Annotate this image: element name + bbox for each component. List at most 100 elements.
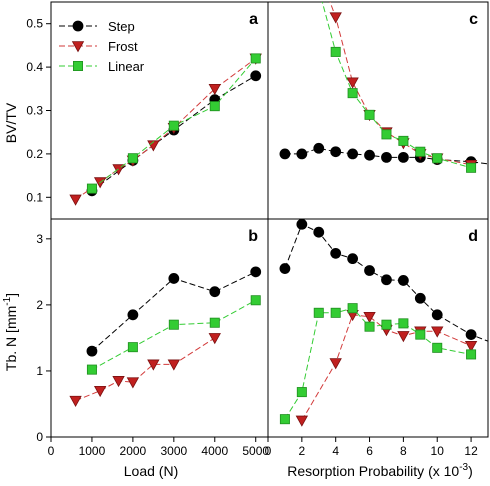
data-point-linear: [466, 162, 477, 173]
data-point-step: [364, 149, 375, 161]
legend-marker-frost: [71, 41, 85, 53]
data-point-frost: [363, 311, 376, 324]
panel-letter-d: d: [468, 228, 478, 245]
data-point-linear: [330, 307, 341, 318]
data-point-linear: [347, 303, 358, 314]
data-point-frost: [329, 358, 342, 370]
data-point-step: [414, 292, 426, 304]
series-line-linear: [91, 299, 256, 371]
data-point-step: [250, 70, 262, 82]
panel-d: 0 2 4 6 8 10 12 d: [265, 218, 489, 458]
data-point-linear: [398, 135, 409, 146]
data-point-frost: [167, 359, 181, 371]
data-point-step: [347, 253, 359, 265]
data-point-frost: [126, 377, 140, 389]
data-point-frost: [464, 341, 478, 353]
series-frost-a: [69, 53, 262, 206]
data-point-step: [330, 146, 342, 158]
data-point-step: [279, 263, 291, 274]
x-axis-label-right: Resorption Probability (x 10-3): [287, 462, 473, 479]
data-point-linear: [330, 46, 341, 57]
data-point-frost: [93, 385, 107, 398]
data-point-frost: [397, 331, 410, 343]
data-point-linear: [432, 342, 443, 353]
data-point-frost: [147, 140, 160, 152]
data-point-frost: [295, 415, 309, 427]
panel-frame-c: [267, 1, 489, 220]
data-point-frost: [69, 395, 82, 407]
data-point-step: [313, 226, 325, 238]
x-tick-label-b: 2000: [120, 444, 147, 458]
data-point-linear: [209, 101, 220, 112]
data-point-step: [168, 273, 180, 284]
data-point-linear: [250, 53, 261, 64]
x-tick-label-d: 2: [299, 444, 306, 458]
data-point-linear: [127, 342, 138, 353]
data-point-linear: [279, 414, 290, 425]
data-point-frost: [329, 12, 342, 24]
series-step-c: [279, 142, 488, 168]
data-point-linear: [168, 319, 179, 330]
data-point-linear: [398, 318, 409, 329]
legend-label-step: Step: [108, 19, 135, 34]
data-point-frost: [346, 77, 359, 89]
y-tick-label-b: 1: [36, 364, 43, 378]
y-axis-label-bottom-tail: ]: [3, 293, 19, 297]
legend-label-frost: Frost: [108, 39, 138, 54]
data-point-step: [381, 151, 392, 163]
data-point-step: [364, 265, 375, 276]
y-tick-label-a: 0.5: [26, 17, 43, 31]
series-line-frost: [329, 2, 472, 166]
y-tick-label-a: 0.2: [26, 147, 43, 161]
data-point-linear: [364, 109, 375, 120]
x-tick-label-d: 6: [366, 444, 373, 458]
y-tick-label-b: 0: [36, 430, 43, 444]
panel-letter-c: c: [469, 11, 478, 28]
legend: Step Frost Linear: [59, 19, 145, 74]
x-axis-label-right-sup: -3: [459, 462, 468, 473]
data-point-linear: [432, 153, 443, 164]
data-point-step: [381, 274, 392, 286]
data-point-step: [279, 148, 291, 160]
data-point-step: [397, 151, 409, 163]
data-point-step: [397, 275, 409, 286]
x-tick-label-b: 3000: [160, 444, 187, 458]
x-tick-label-b: 4000: [201, 444, 228, 458]
data-point-step: [347, 148, 359, 160]
data-point-linear: [466, 349, 477, 360]
data-point-linear: [364, 321, 375, 332]
legend-label-linear: Linear: [108, 59, 145, 74]
legend-marker-step: [72, 20, 84, 32]
data-point-linear: [250, 295, 261, 306]
data-point-frost: [431, 326, 444, 338]
y-tick-label-a: 0.4: [26, 60, 43, 74]
series-step-d: [279, 219, 488, 342]
x-tick-label-d: 12: [464, 444, 478, 458]
data-point-linear: [86, 183, 97, 194]
data-point-step: [250, 266, 262, 278]
data-point-frost: [112, 376, 125, 388]
panel-b: 0 1 2 3 0 1000 2000 3000 4000 5000 b: [36, 218, 269, 458]
data-point-linear: [415, 146, 426, 157]
panel-frame-d: [267, 218, 489, 438]
series-linear-d: [279, 303, 477, 425]
data-point-step: [127, 309, 139, 321]
data-point-step: [86, 345, 98, 357]
panel-letter-a: a: [249, 11, 258, 28]
series-line-linear: [321, 2, 472, 169]
data-point-linear: [209, 317, 220, 328]
data-point-frost: [69, 194, 82, 206]
y-tick-label-b: 3: [36, 232, 43, 246]
panel-a: 0.1 0.2 0.3 0.4 0.5 a: [26, 1, 269, 220]
data-point-linear: [127, 153, 138, 164]
x-axis-label-right-tail: ): [468, 463, 473, 479]
series-linear-b: [86, 295, 261, 375]
y-axis-label-top: BV/TV: [3, 102, 19, 143]
series-step-b: [86, 266, 262, 357]
data-point-step: [209, 286, 221, 298]
panel-letter-b: b: [248, 228, 258, 245]
panel-c: c: [267, 1, 489, 220]
legend-marker-linear: [73, 61, 84, 72]
data-point-step: [330, 247, 342, 259]
